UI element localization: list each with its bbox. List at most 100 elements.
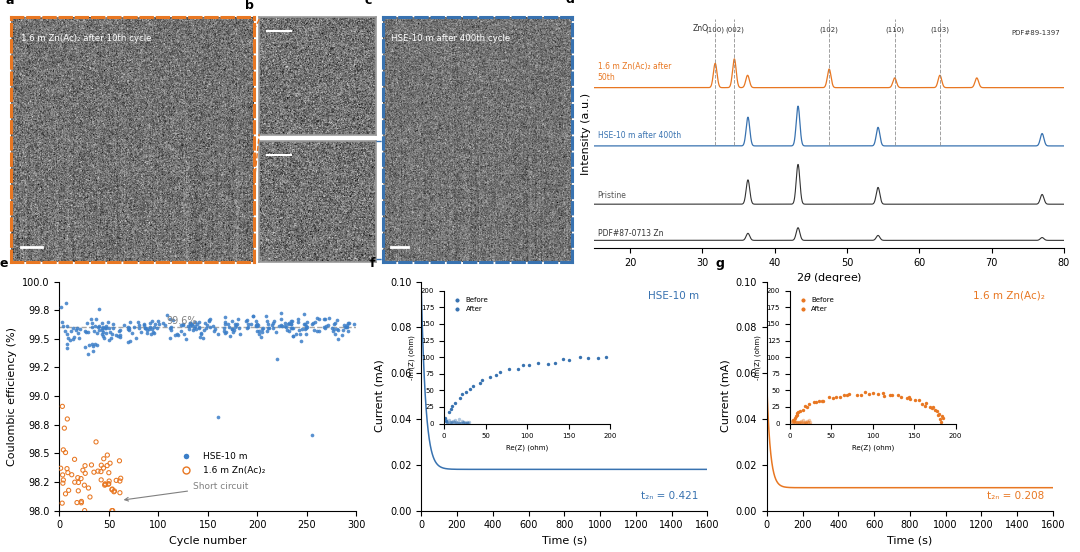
- Point: [253, 332, 270, 341]
- Point: [166, 331, 184, 340]
- Point: [226, 325, 243, 334]
- Point: [83, 323, 100, 332]
- Text: HSE-10 m: HSE-10 m: [648, 291, 699, 301]
- Point: [53, 317, 70, 326]
- Point: [135, 319, 152, 328]
- Point: [97, 323, 114, 332]
- Point: [58, 344, 76, 353]
- Point: [119, 338, 136, 347]
- Point: [248, 322, 266, 331]
- Point: [181, 320, 199, 329]
- Text: f: f: [369, 257, 375, 270]
- Point: [133, 328, 150, 337]
- Point: [57, 448, 75, 457]
- Point: [111, 457, 129, 465]
- Point: [105, 324, 122, 333]
- Point: [58, 339, 76, 348]
- Point: [99, 480, 117, 489]
- Point: [111, 489, 129, 497]
- Text: ZnO: ZnO: [692, 24, 708, 33]
- Point: [95, 464, 112, 473]
- Point: [247, 321, 265, 330]
- Point: [206, 325, 224, 334]
- Point: [326, 330, 343, 339]
- Point: [251, 326, 268, 335]
- Point: [136, 323, 153, 332]
- Point: [97, 321, 114, 330]
- Point: [323, 323, 340, 332]
- Point: [72, 497, 90, 506]
- Point: [65, 333, 82, 342]
- Point: [244, 312, 261, 321]
- Point: [75, 466, 92, 475]
- Point: [247, 321, 265, 330]
- Point: [297, 330, 314, 339]
- Point: [181, 321, 199, 330]
- Point: [170, 331, 187, 339]
- Point: [230, 323, 247, 332]
- X-axis label: Time (s): Time (s): [542, 536, 586, 546]
- Point: [294, 325, 311, 333]
- Point: [204, 321, 221, 330]
- Point: [55, 445, 72, 454]
- Text: PDF#89-1397: PDF#89-1397: [1012, 30, 1061, 36]
- Point: [316, 324, 334, 333]
- Point: [87, 315, 105, 324]
- Point: [145, 328, 162, 337]
- Point: [227, 323, 244, 332]
- Point: [311, 315, 328, 323]
- Point: [104, 485, 121, 493]
- Point: [181, 319, 199, 327]
- Point: [54, 322, 71, 331]
- Point: [80, 328, 97, 337]
- Point: [57, 490, 75, 498]
- Point: [295, 309, 312, 318]
- Point: [58, 464, 76, 473]
- Point: [276, 322, 294, 331]
- Point: [249, 320, 267, 329]
- Point: [98, 461, 116, 470]
- Point: [192, 329, 210, 338]
- Point: [298, 322, 315, 331]
- Point: [146, 320, 163, 328]
- Point: [280, 320, 297, 328]
- Point: [311, 326, 328, 335]
- Point: [60, 486, 78, 495]
- Text: c: c: [365, 0, 372, 7]
- Point: [183, 321, 200, 330]
- Point: [95, 322, 112, 331]
- Point: [84, 347, 102, 355]
- Point: [100, 479, 118, 488]
- Y-axis label: Coulombic efficiency (%): Coulombic efficiency (%): [6, 327, 16, 465]
- Point: [68, 498, 85, 507]
- Point: [70, 334, 87, 343]
- Point: [335, 326, 352, 335]
- Point: [122, 337, 139, 346]
- Point: [93, 329, 110, 338]
- Point: [104, 485, 121, 494]
- Point: [282, 316, 299, 325]
- Point: [82, 314, 99, 323]
- Point: [57, 299, 75, 308]
- Point: [281, 326, 298, 335]
- Text: HSE-10 m after 400th cycle: HSE-10 m after 400th cycle: [391, 34, 510, 43]
- Point: [96, 480, 113, 489]
- Point: [93, 461, 110, 470]
- Point: [146, 323, 163, 332]
- Point: [272, 309, 289, 317]
- Point: [136, 323, 153, 332]
- Point: [198, 321, 215, 330]
- Point: [178, 335, 195, 343]
- Text: (100): (100): [705, 26, 725, 33]
- Point: [83, 460, 100, 469]
- Point: [63, 327, 80, 336]
- Point: [187, 318, 204, 327]
- Point: [58, 321, 76, 330]
- Point: [329, 326, 347, 335]
- Point: [296, 320, 313, 328]
- Point: [95, 454, 112, 463]
- Text: 1.6 m Zn(Ac)₂: 1.6 m Zn(Ac)₂: [972, 291, 1044, 301]
- Point: [210, 412, 227, 421]
- Point: [162, 325, 179, 334]
- Point: [283, 323, 300, 332]
